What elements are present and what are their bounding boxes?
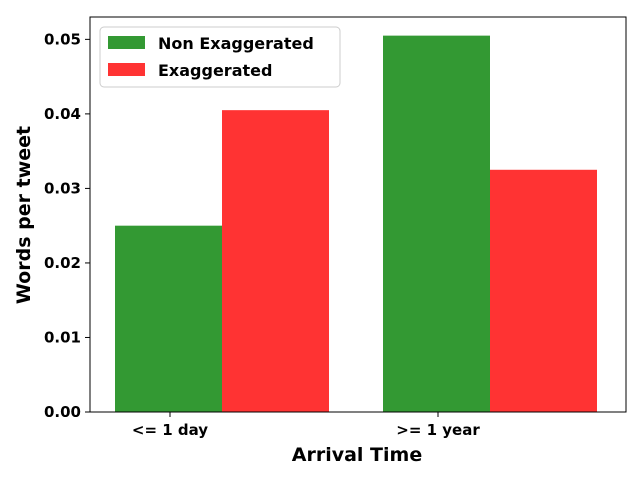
x-axis-ticks: <= 1 day >= 1 year (132, 412, 480, 439)
y-axis-ticks: 0.00 0.01 0.02 0.03 0.04 0.05 (44, 30, 90, 421)
y-tick-label: 0.00 (44, 403, 81, 421)
y-tick-label: 0.04 (44, 105, 81, 123)
x-tick-label: <= 1 day (132, 421, 208, 439)
legend: Non Exaggerated Exaggerated (99, 26, 341, 88)
y-tick-label: 0.03 (44, 179, 81, 197)
y-tick-label: 0.01 (44, 328, 81, 346)
bar-non-exaggerated-1 (383, 35, 490, 412)
x-tick-label: >= 1 year (396, 421, 480, 439)
x-axis-title: Arrival Time (292, 444, 422, 466)
bar-exaggerated-0 (222, 110, 329, 413)
legend-swatch-non-exaggerated (108, 36, 145, 49)
bar-exaggerated-1 (490, 169, 597, 412)
legend-box (99, 26, 341, 88)
plot-frame (89, 16, 627, 413)
y-tick-label: 0.02 (44, 254, 81, 272)
legend-swatch-exaggerated (108, 63, 145, 76)
y-tick-label: 0.05 (44, 30, 81, 48)
legend-label: Exaggerated (158, 61, 272, 80)
y-axis-title: Words per tweet (13, 126, 35, 304)
bars-group (115, 35, 597, 413)
legend-label: Non Exaggerated (158, 34, 314, 53)
bar-non-exaggerated-0 (115, 225, 222, 412)
